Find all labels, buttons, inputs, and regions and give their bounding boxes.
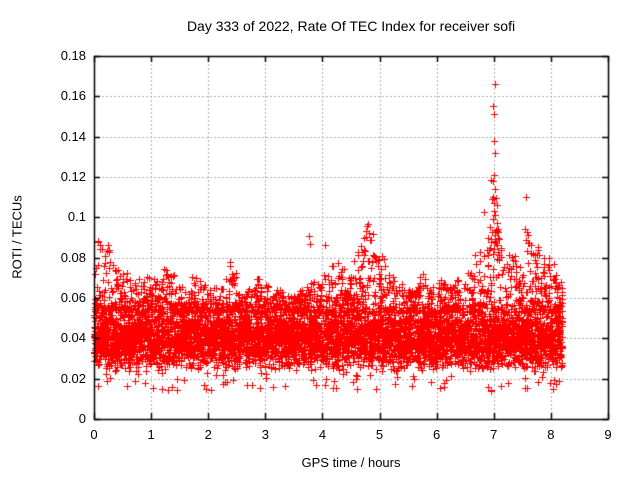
x-tick-label: 9 [604,427,612,442]
x-tick-label: 4 [318,427,327,442]
y-axis-label: ROTI / TECUs [9,195,25,279]
y-tick-label: 0 [78,411,86,426]
x-tick-label: 0 [90,427,98,442]
x-tick-label: 8 [547,427,555,442]
y-tick-label: 0.16 [60,88,86,104]
x-tick-label: 2 [204,427,212,442]
y-tick-label: 0.12 [60,169,86,184]
x-tick-label: 6 [433,427,441,442]
y-tick-label: 0.04 [60,330,86,346]
x-tick-label: 1 [147,427,155,442]
y-tick-label: 0.14 [60,128,86,144]
x-axis-label: GPS time / hours [301,455,401,470]
y-tick-label: 0.02 [60,370,86,386]
x-tick-label: 5 [375,427,384,442]
y-tick-label: 0.18 [60,48,86,63]
chart-title: Day 333 of 2022, Rate Of TEC Index for r… [186,18,516,34]
y-tick-label: 0.06 [60,290,86,305]
x-tick-label: 7 [490,427,498,442]
y-tick-label: 0.08 [60,249,86,265]
y-tick-label: 0.1 [67,209,86,225]
x-tick-label: 3 [261,427,269,442]
